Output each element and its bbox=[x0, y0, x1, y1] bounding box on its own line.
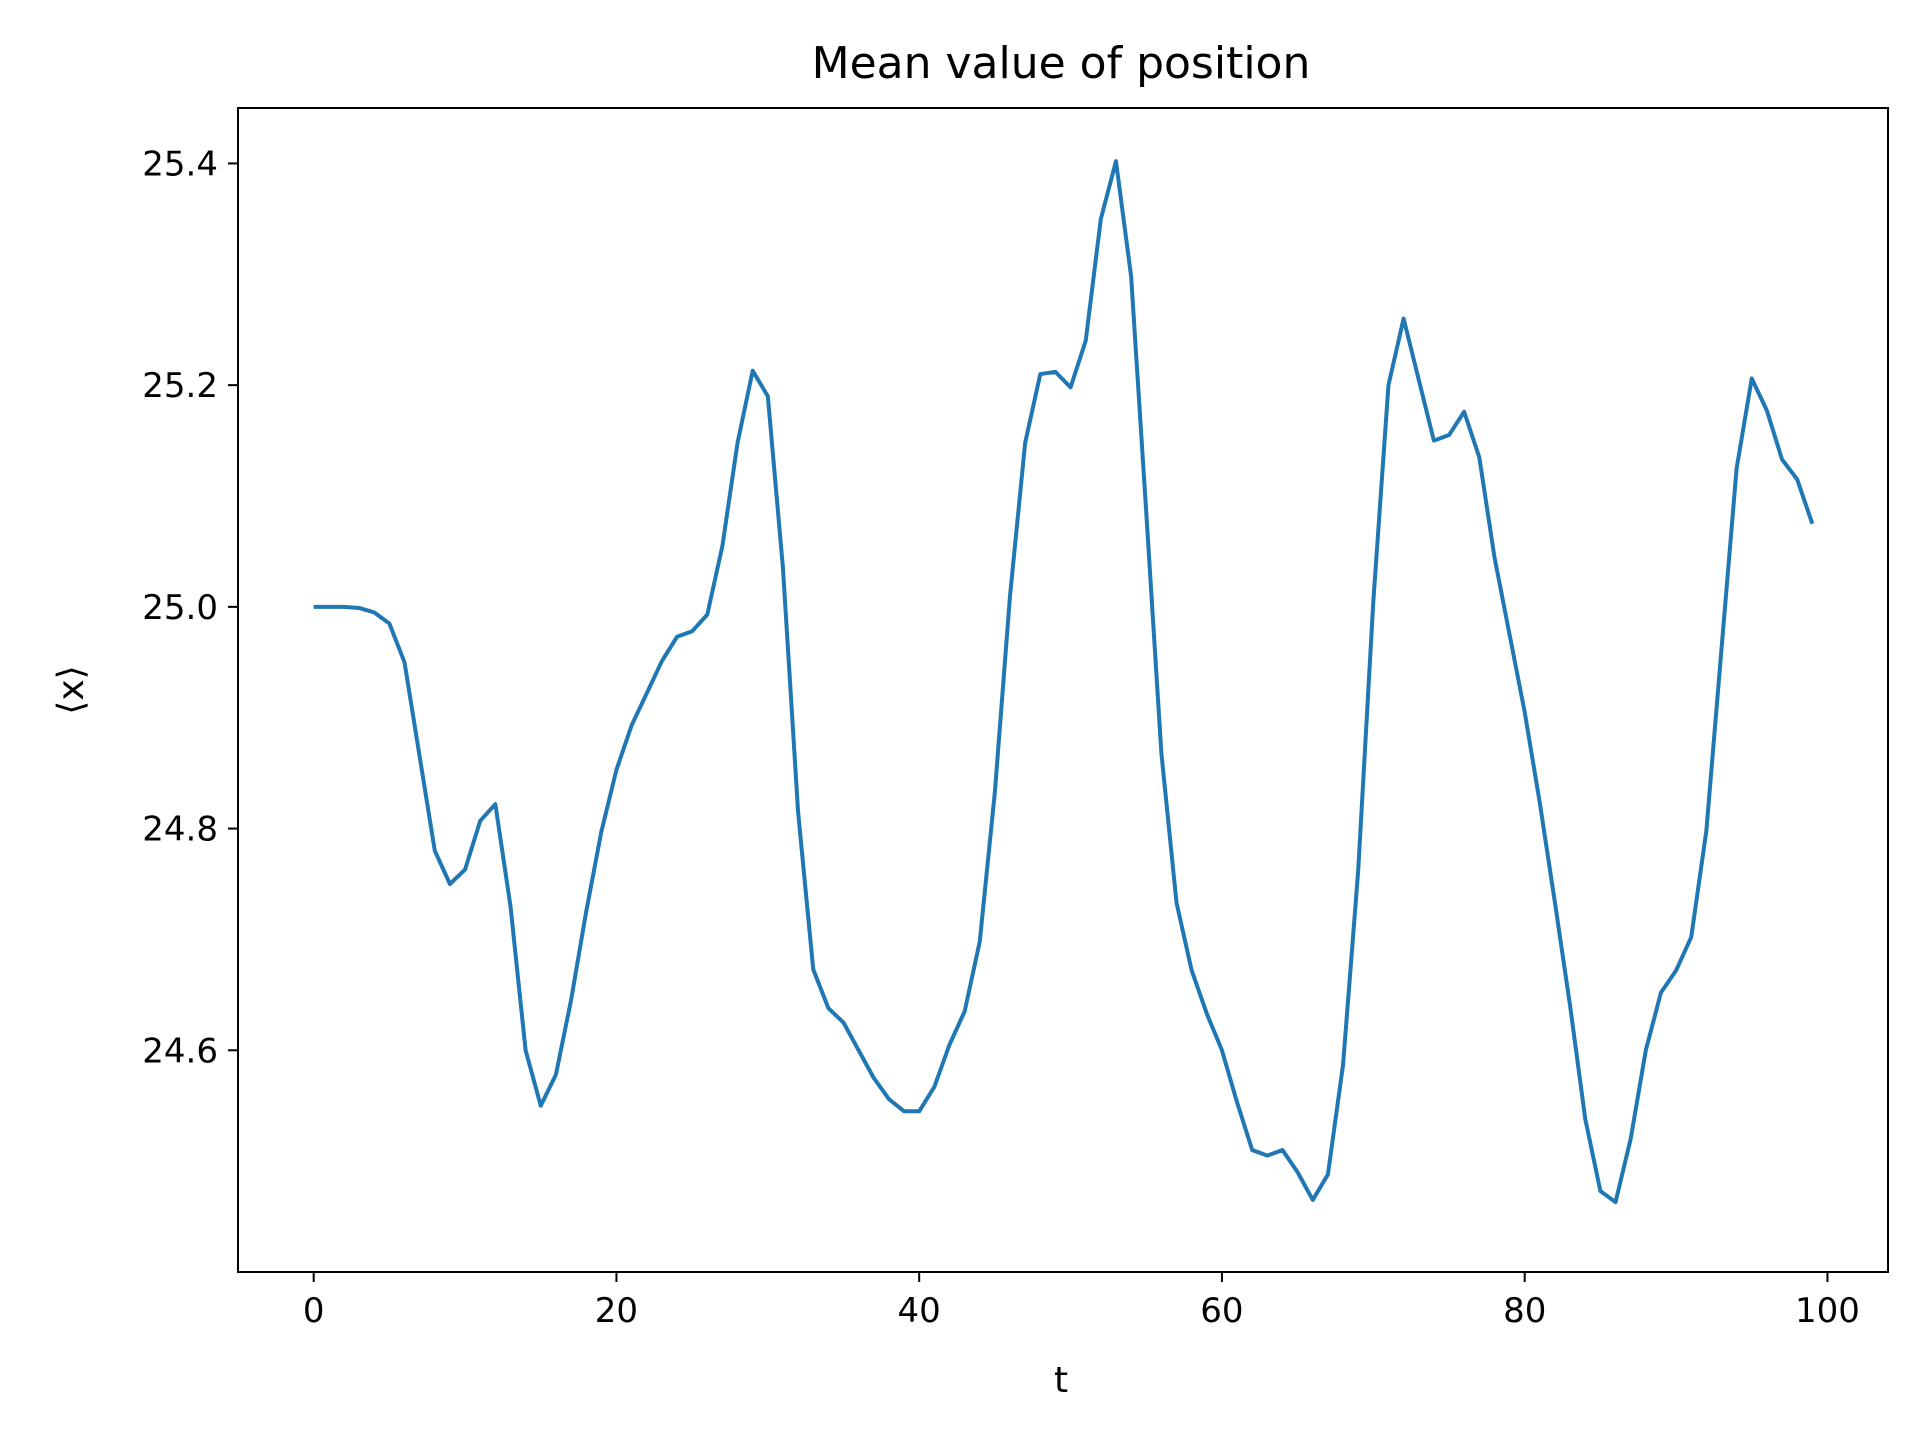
y-tick-label: 25.0 bbox=[142, 588, 218, 628]
y-axis-ticks: 24.6 24.8 25.0 25.2 25.4 bbox=[142, 144, 238, 1071]
plot-frame bbox=[237, 107, 1889, 1273]
x-axis-label: t bbox=[1054, 1360, 1068, 1401]
x-tick-label: 20 bbox=[595, 1291, 638, 1331]
y-tick-label: 24.6 bbox=[142, 1031, 218, 1071]
y-tick-label: 25.2 bbox=[142, 366, 218, 406]
x-tick-label: 100 bbox=[1795, 1291, 1860, 1331]
y-tick-label: 25.4 bbox=[142, 144, 218, 184]
y-axis-label: ⟨x⟩ bbox=[51, 665, 92, 714]
x-tick-label: 60 bbox=[1200, 1291, 1243, 1331]
y-tick-label: 24.8 bbox=[142, 810, 218, 850]
series-line bbox=[313, 159, 1815, 1205]
chart-title: Mean value of position bbox=[812, 38, 1311, 89]
series-layer bbox=[313, 159, 1815, 1205]
x-tick-label: 40 bbox=[898, 1291, 941, 1331]
x-tick-label: 0 bbox=[303, 1291, 325, 1331]
x-tick-label: 80 bbox=[1503, 1291, 1546, 1331]
x-axis-ticks: 0 20 40 60 80 100 bbox=[303, 1272, 1860, 1331]
